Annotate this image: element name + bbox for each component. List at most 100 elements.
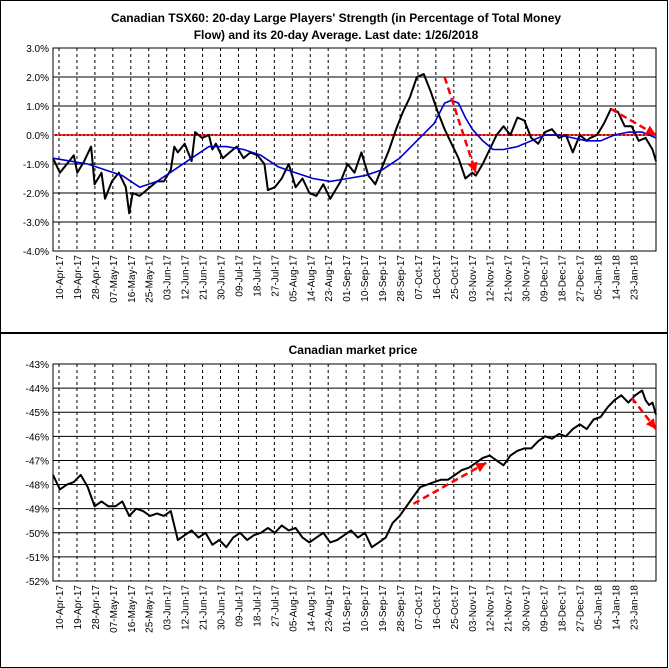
x-tick-label: 10-Apr-17 (55, 255, 66, 300)
x-tick-label: 18-Dec-17 (558, 255, 569, 302)
x-tick-label: 14-Jan-18 (611, 255, 622, 300)
y-tick-label: -44% (26, 384, 49, 395)
x-tick-label: 23-Aug-17 (324, 585, 335, 632)
strength-chart-svg: Canadian TSX60: 20-day Large Players' St… (23, 11, 657, 303)
y-tick-label: 0.0% (26, 131, 49, 142)
x-tick-label: 12-Jun-17 (181, 255, 192, 300)
x-tick-label: 30-Nov-17 (522, 585, 533, 632)
x-tick-label: 05-Aug-17 (288, 585, 299, 632)
x-tick-label: 23-Jan-18 (629, 255, 640, 300)
x-tick-label: 23-Jan-18 (629, 585, 640, 630)
y-tick-label: -50% (26, 529, 49, 540)
trend-arrow-0 (412, 461, 487, 505)
x-tick-label: 30-Jun-17 (217, 585, 228, 630)
x-tick-label: 05-Jan-18 (593, 255, 604, 300)
series-line-0 (52, 73, 657, 215)
x-tick-label: 21-Jun-17 (199, 255, 210, 300)
x-tick-label: 27-Jul-17 (270, 255, 281, 297)
trend-arrowhead-1 (644, 125, 656, 135)
x-tick-label: 21-Nov-17 (504, 255, 515, 302)
y-tick-label: -51% (26, 553, 49, 564)
y-tick-label: -47% (26, 456, 49, 467)
x-tick-label: 19-Sep-17 (378, 585, 389, 632)
x-tick-label: 30-Nov-17 (522, 255, 533, 302)
series-line-0 (52, 389, 657, 549)
x-tick-label: 03-Jun-17 (163, 585, 174, 630)
x-tick-label: 01-Sep-17 (342, 255, 353, 302)
trend-arrowhead-0 (467, 161, 478, 173)
x-tick-label: 10-Apr-17 (55, 585, 66, 630)
y-tick-label: -1.0% (23, 160, 49, 171)
x-tick-label: 05-Jan-18 (593, 585, 604, 630)
x-tick-label: 16-May-17 (127, 255, 138, 303)
x-tick-label: 09-Dec-17 (540, 585, 551, 632)
x-tick-label: 10-Sep-17 (360, 255, 371, 302)
y-tick-label: 3.0% (26, 44, 49, 55)
y-tick-label: 2.0% (26, 73, 49, 84)
x-tick-label: 19-Sep-17 (378, 255, 389, 302)
x-tick-label: 03-Nov-17 (468, 255, 479, 302)
x-tick-label: 01-Sep-17 (342, 585, 353, 632)
x-tick-label: 18-Jul-17 (252, 255, 263, 297)
trend-arrow-0 (443, 76, 477, 174)
strength-chart-title-line2: Flow) and its 20-day Average. Last date:… (194, 28, 479, 42)
y-tick-label: -2.0% (23, 189, 49, 200)
x-tick-label: 18-Jul-17 (252, 585, 263, 627)
x-tick-label: 03-Nov-17 (468, 585, 479, 632)
x-tick-label: 03-Jun-17 (163, 255, 174, 300)
x-tick-label: 12-Nov-17 (486, 585, 497, 632)
y-tick-label: -3.0% (23, 218, 49, 229)
x-tick-label: 07-May-17 (109, 585, 120, 633)
x-tick-label: 28-Apr-17 (91, 255, 102, 300)
x-tick-label: 10-Sep-17 (360, 585, 371, 632)
x-tick-label: 25-Oct-17 (450, 585, 461, 630)
y-tick-label: -45% (26, 408, 49, 419)
strength-chart-panel: Canadian TSX60: 20-day Large Players' St… (0, 0, 668, 333)
price-chart-panel: Canadian market price -43% -44% -45% -46% -4… (0, 333, 668, 668)
x-tick-label: 27-Jul-17 (270, 585, 281, 627)
x-tick-label: 28-Sep-17 (396, 255, 407, 302)
price-chart-svg: Canadian market price -43% -44% -45% -46% -4… (26, 343, 657, 633)
trend-arrowhead-1 (645, 418, 656, 430)
x-tick-label: 28-Sep-17 (396, 585, 407, 632)
x-tick-label: 25-May-17 (145, 585, 156, 633)
series-line-1 (52, 99, 657, 188)
y-tick-label: -46% (26, 432, 49, 443)
x-tick-label: 09-Jul-17 (234, 585, 245, 627)
x-tick-label: 27-Dec-17 (575, 585, 586, 632)
x-tick-label: 16-Oct-17 (432, 255, 443, 300)
x-tick-label: 19-Apr-17 (73, 255, 84, 300)
x-tick-label: 28-Apr-17 (91, 585, 102, 630)
x-tick-label: 25-Oct-17 (450, 255, 461, 300)
x-tick-label: 14-Aug-17 (306, 255, 317, 302)
x-tick-label: 05-Aug-17 (288, 255, 299, 302)
x-tick-label: 12-Jun-17 (181, 585, 192, 630)
x-tick-label: 14-Jan-18 (611, 585, 622, 630)
price-chart-title: Canadian market price (289, 343, 418, 357)
x-tick-label: 30-Jun-17 (217, 255, 228, 300)
x-tick-label: 07-Oct-17 (414, 585, 425, 630)
plot-area (52, 47, 657, 252)
strength-chart-title: Canadian TSX60: 20-day Large Players' St… (111, 11, 561, 25)
x-tick-label: 14-Aug-17 (306, 585, 317, 632)
x-tick-label: 18-Dec-17 (558, 585, 569, 632)
x-tick-label: 19-Apr-17 (73, 585, 84, 630)
x-tick-label: 09-Dec-17 (540, 255, 551, 302)
x-tick-label: 21-Nov-17 (504, 585, 515, 632)
x-tick-label: 07-Oct-17 (414, 255, 425, 300)
x-tick-label: 09-Jul-17 (234, 255, 245, 297)
x-tick-label: 27-Dec-17 (575, 255, 586, 302)
x-tick-label: 25-May-17 (145, 255, 156, 303)
plot-area (52, 363, 657, 582)
y-tick-label: -49% (26, 505, 49, 516)
y-tick-label: -4.0% (23, 247, 49, 258)
x-tick-label: 12-Nov-17 (486, 255, 497, 302)
y-tick-label: -48% (26, 481, 49, 492)
trend-arrowhead-0 (475, 462, 487, 473)
x-tick-label: 16-May-17 (127, 585, 138, 633)
x-tick-label: 23-Aug-17 (324, 255, 335, 302)
y-tick-label: -43% (26, 360, 49, 371)
x-tick-label: 21-Jun-17 (199, 585, 210, 630)
trend-arrow-1 (610, 107, 657, 137)
x-tick-label: 16-Oct-17 (432, 585, 443, 630)
